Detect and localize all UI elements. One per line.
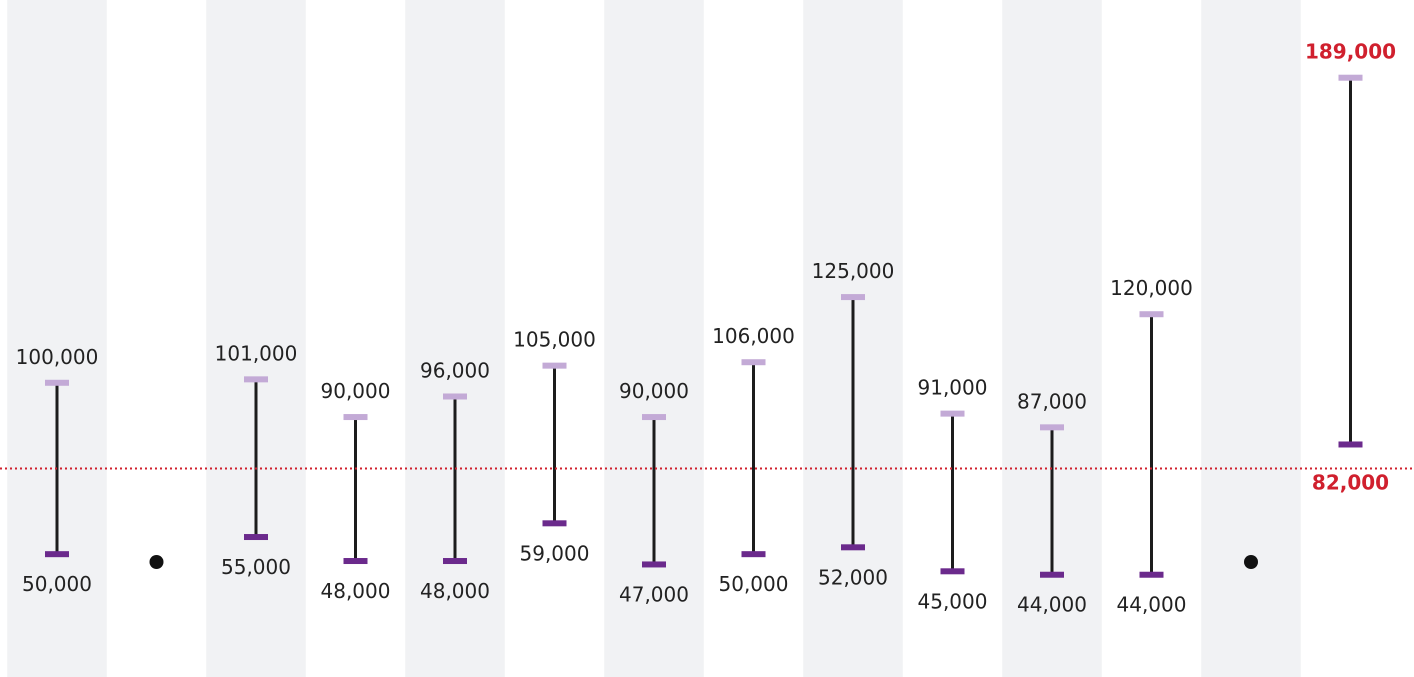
low-value-label: 45,000: [918, 589, 988, 613]
high-cap: [45, 379, 69, 386]
column-band: [7, 0, 107, 677]
low-cap: [45, 551, 69, 558]
high-value-label: 125,000: [812, 259, 895, 283]
low-value-label: 50,000: [719, 572, 789, 596]
high-value-label: 90,000: [619, 379, 689, 403]
high-cap: [1040, 424, 1064, 431]
high-cap: [244, 376, 268, 383]
high-cap: [940, 410, 965, 417]
missing-data-dot: [149, 555, 164, 569]
low-value-label: 82,000: [1312, 470, 1389, 494]
low-cap: [1338, 441, 1363, 448]
high-value-label: 120,000: [1110, 276, 1193, 300]
high-cap: [741, 359, 766, 366]
low-value-label: 50,000: [22, 572, 92, 596]
high-value-label: 105,000: [513, 328, 596, 352]
high-value-label: 101,000: [215, 341, 298, 365]
low-cap: [343, 558, 368, 565]
high-value-label: 189,000: [1305, 40, 1396, 64]
column-bands: [7, 0, 1301, 677]
low-value-label: 47,000: [619, 582, 689, 606]
low-cap: [741, 551, 766, 558]
high-cap: [1338, 74, 1363, 81]
low-value-label: 59,000: [520, 541, 590, 565]
low-cap: [244, 534, 268, 541]
low-value-label: 48,000: [321, 579, 391, 603]
missing-data-dot: [1244, 555, 1258, 569]
low-value-label: 52,000: [818, 565, 888, 589]
high-value-label: 90,000: [321, 379, 391, 403]
low-cap: [1139, 571, 1164, 578]
low-cap: [642, 561, 666, 568]
high-cap: [542, 362, 567, 369]
high-cap: [841, 294, 865, 301]
column-band: [206, 0, 306, 677]
low-value-label: 44,000: [1117, 593, 1187, 617]
low-cap: [1040, 571, 1064, 578]
column-band: [405, 0, 505, 677]
high-cap: [642, 414, 666, 421]
high-cap: [343, 414, 368, 421]
low-value-label: 48,000: [420, 579, 490, 603]
column-band: [1201, 0, 1301, 677]
high-cap: [1139, 311, 1164, 318]
low-cap: [542, 520, 567, 527]
low-cap: [841, 544, 865, 551]
high-cap: [443, 393, 467, 400]
column-band: [604, 0, 704, 677]
low-cap: [443, 558, 467, 565]
high-value-label: 106,000: [712, 324, 795, 348]
high-value-label: 100,000: [16, 345, 99, 369]
low-cap: [940, 568, 965, 575]
low-value-label: 55,000: [221, 555, 291, 579]
high-value-label: 96,000: [420, 358, 490, 382]
high-value-label: 87,000: [1017, 389, 1087, 413]
high-value-label: 91,000: [918, 376, 988, 400]
low-value-label: 44,000: [1017, 593, 1087, 617]
value-labels: 100,000 50,000 101,000 55,000 90,000 48,000 96…: [16, 40, 1396, 617]
